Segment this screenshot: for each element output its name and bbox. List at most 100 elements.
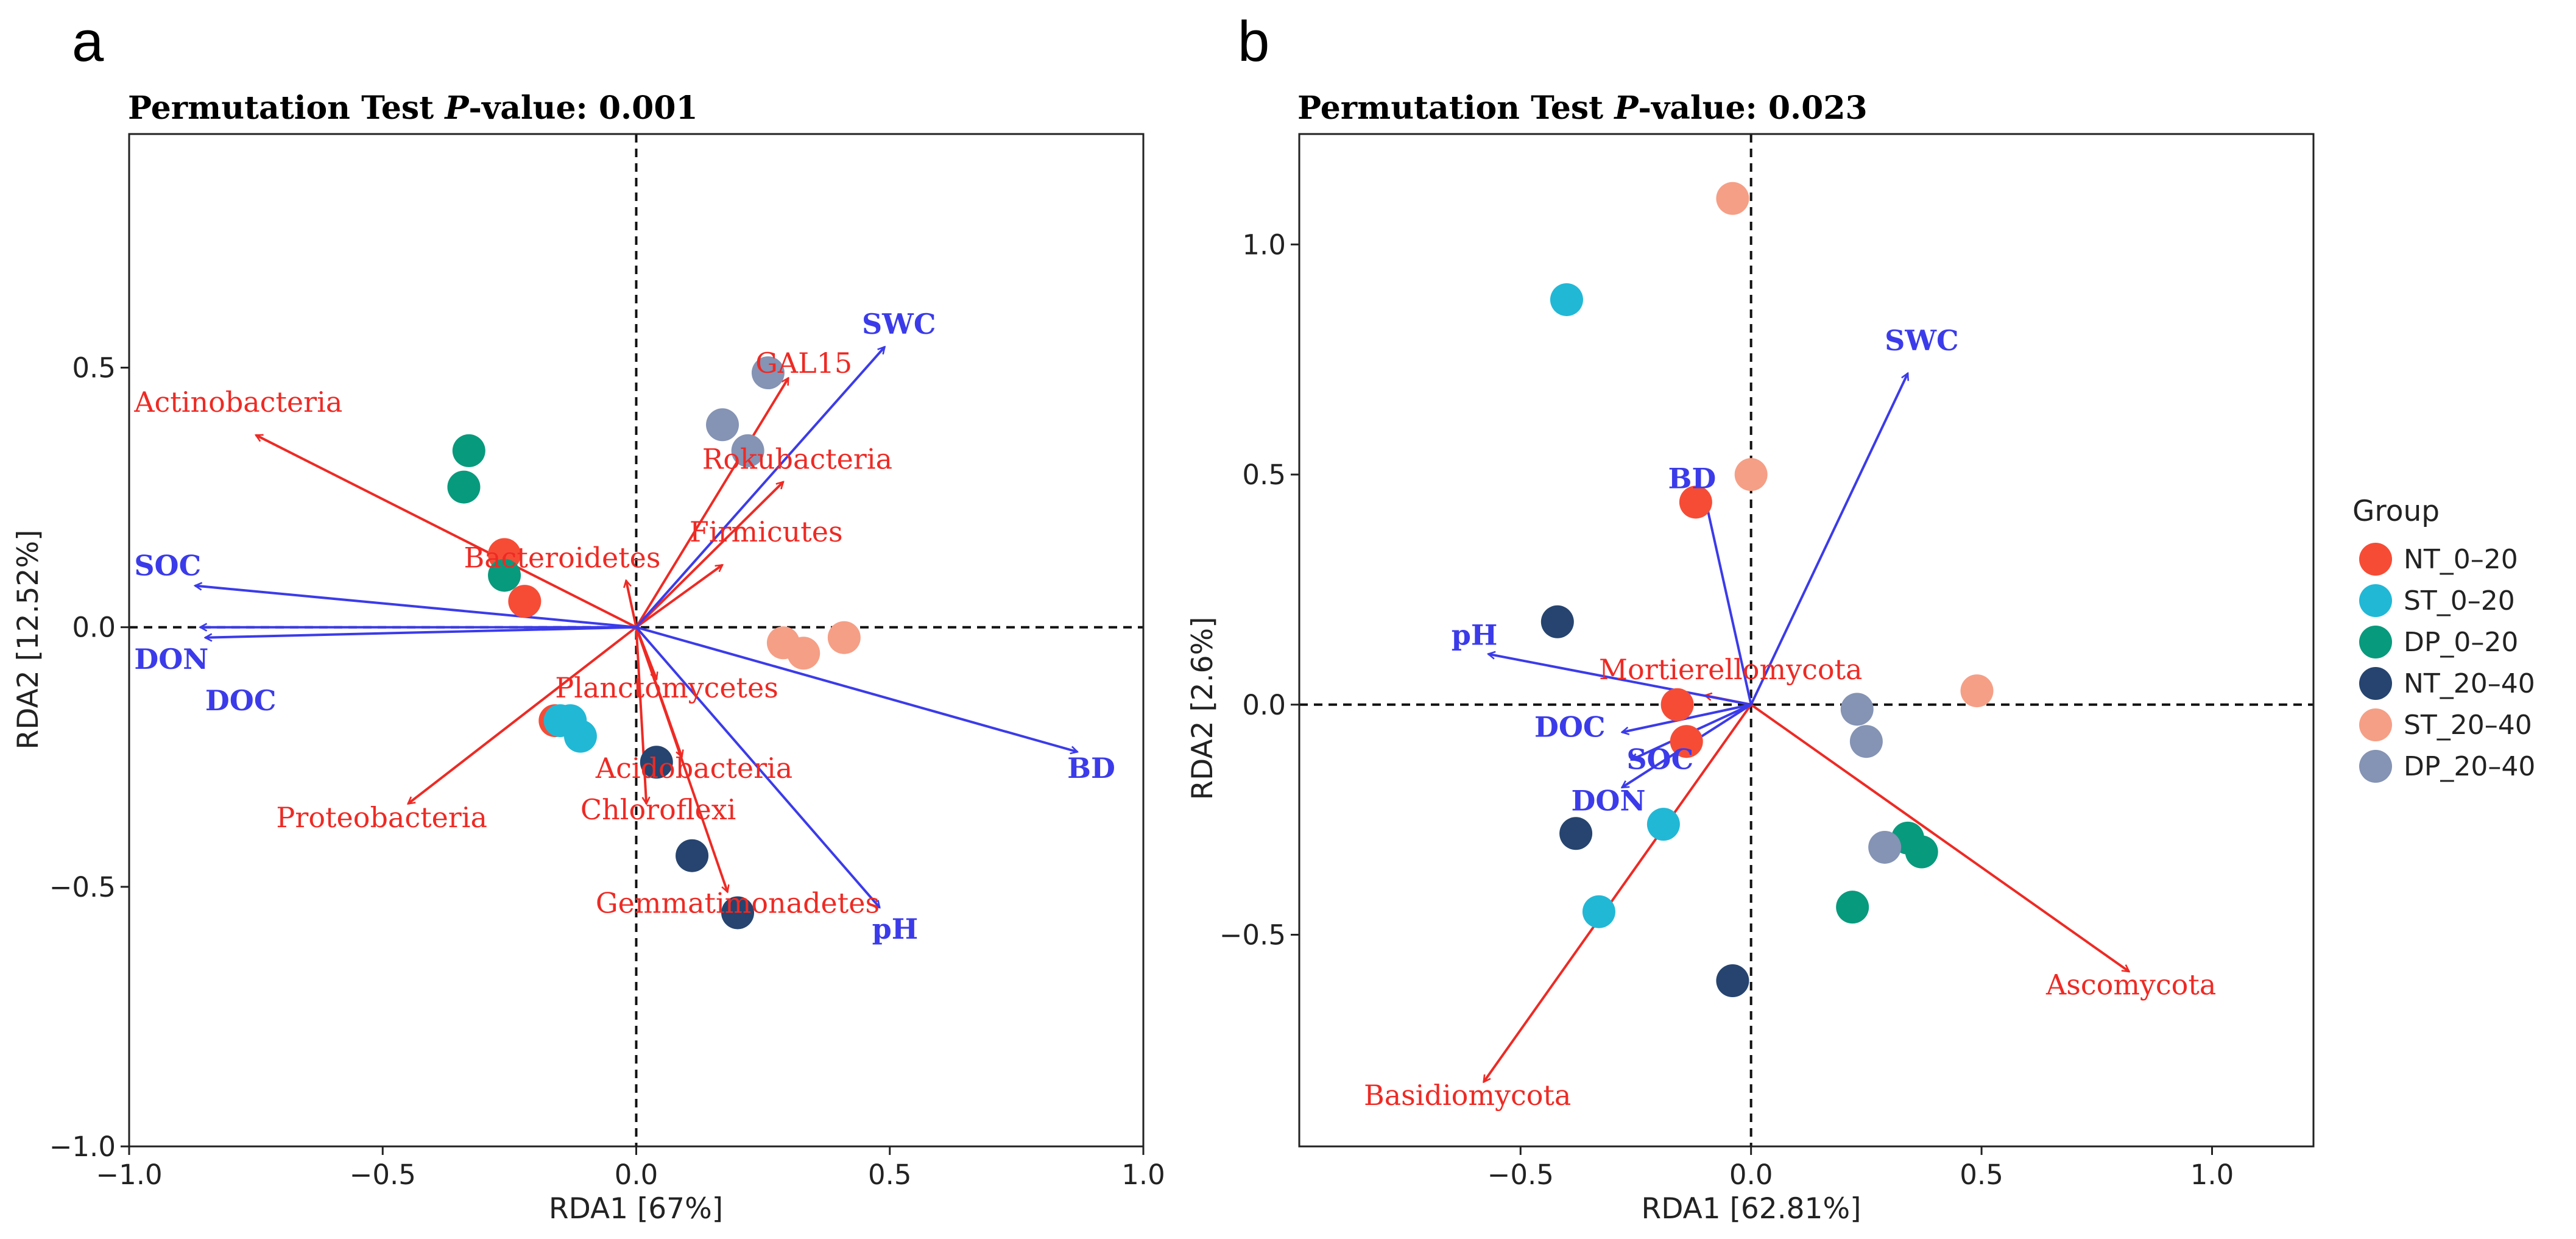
env-label: DOC bbox=[1534, 711, 1606, 744]
species-label: Rokubacteria bbox=[702, 443, 892, 476]
env-label: SOC bbox=[1626, 743, 1693, 776]
legend-title: Group bbox=[2352, 495, 2440, 528]
species-label: GAL15 bbox=[755, 347, 852, 379]
y-tick-label: 0.5 bbox=[72, 352, 116, 384]
plot-frame bbox=[128, 133, 1145, 1148]
y-tick-label: −0.5 bbox=[49, 871, 116, 903]
species-label: Firmicutes bbox=[690, 515, 843, 548]
sample-point bbox=[1540, 605, 1574, 638]
sample-point bbox=[1582, 895, 1615, 928]
legend-label: DP_20–40 bbox=[2404, 751, 2535, 782]
species-label: Basidiomycota bbox=[1364, 1079, 1571, 1112]
species-arrow bbox=[256, 434, 637, 629]
sample-point bbox=[676, 839, 709, 872]
sample-point bbox=[447, 470, 481, 504]
sample-point bbox=[1960, 674, 1994, 708]
sample-point bbox=[1840, 693, 1874, 726]
sample-point bbox=[640, 746, 673, 779]
env-label: SWC bbox=[1885, 324, 1959, 357]
env-arrow bbox=[635, 626, 1078, 752]
legend-label: NT_20–40 bbox=[2404, 668, 2535, 699]
species-arrow bbox=[1483, 704, 1752, 1082]
legend-marker bbox=[2359, 667, 2392, 700]
legend-label: NT_0–20 bbox=[2404, 544, 2518, 575]
species-arrow bbox=[635, 482, 783, 629]
sample-point bbox=[488, 559, 521, 592]
x-tick-label: 0.0 bbox=[615, 1159, 658, 1191]
x-tick-label: 0.0 bbox=[1729, 1159, 1773, 1191]
y-axis-label: RDA2 [2.6%] bbox=[1186, 616, 1219, 800]
sample-point bbox=[1716, 964, 1749, 998]
species-label: Proteobacteria bbox=[276, 801, 487, 834]
env-label: pH bbox=[1452, 619, 1498, 652]
species-arrow bbox=[635, 563, 723, 629]
species-label: Actinobacteria bbox=[133, 386, 342, 418]
env-label: DON bbox=[134, 643, 208, 676]
sample-point bbox=[1905, 835, 1938, 869]
species-label: Mortierellomycota bbox=[1599, 653, 1863, 686]
env-arrow bbox=[635, 626, 880, 908]
x-tick-label: 1.0 bbox=[2190, 1159, 2234, 1191]
sample-point bbox=[1646, 808, 1680, 841]
sample-point bbox=[1660, 688, 1694, 721]
legend-label: ST_20–40 bbox=[2404, 710, 2532, 741]
sample-point bbox=[721, 896, 754, 930]
sample-point bbox=[452, 434, 485, 467]
legend-label: ST_0–20 bbox=[2404, 585, 2515, 616]
env-label: DON bbox=[1572, 785, 1646, 817]
env-label: SOC bbox=[134, 549, 201, 582]
species-label: Planctomycetes bbox=[555, 671, 778, 704]
x-tick-label: 0.5 bbox=[1960, 1159, 2003, 1191]
sample-point bbox=[1868, 830, 1902, 864]
sample-point bbox=[1550, 283, 1583, 316]
panel-title: Permutation Test P-value: 0.001 bbox=[128, 90, 698, 127]
x-tick-label: 0.5 bbox=[868, 1159, 912, 1191]
panel-letter: a bbox=[72, 9, 104, 73]
plot-frame bbox=[1298, 133, 2315, 1148]
sample-point bbox=[1679, 485, 1712, 519]
species-arrow bbox=[635, 627, 647, 804]
species-arrow bbox=[626, 581, 638, 628]
env-arrow bbox=[1622, 703, 1752, 732]
panel-title: Permutation Test P-value: 0.023 bbox=[1297, 90, 1868, 127]
env-label: DOC bbox=[205, 684, 277, 717]
legend-marker bbox=[2359, 750, 2392, 783]
env-label: BD bbox=[1668, 462, 1716, 495]
species-arrow bbox=[635, 378, 789, 628]
sample-point bbox=[1734, 458, 1768, 492]
sample-point bbox=[787, 637, 820, 670]
sample-point bbox=[1836, 891, 1869, 924]
legend-marker bbox=[2359, 708, 2392, 741]
species-label: Gemmatimonadetes bbox=[596, 886, 880, 919]
species-arrow bbox=[635, 627, 728, 892]
y-tick-label: −0.5 bbox=[1219, 919, 1286, 951]
species-label: Bacteroidetes bbox=[464, 542, 660, 574]
env-arrow bbox=[635, 347, 885, 629]
env-arrow bbox=[205, 626, 637, 638]
x-tick-label: −0.5 bbox=[1487, 1159, 1554, 1191]
x-axis-label: RDA1 [62.81%] bbox=[1642, 1192, 1861, 1226]
x-tick-label: 1.0 bbox=[1121, 1159, 1165, 1191]
species-label: Ascomycota bbox=[2045, 969, 2216, 1001]
y-tick-label: 0.0 bbox=[72, 612, 116, 644]
x-tick-label: −0.5 bbox=[350, 1159, 416, 1191]
legend-marker bbox=[2359, 626, 2392, 658]
env-label: BD bbox=[1067, 752, 1115, 785]
env-arrow bbox=[1749, 373, 1908, 705]
x-axis-label: RDA1 [67%] bbox=[549, 1192, 723, 1226]
species-label: Chloroflexi bbox=[580, 793, 736, 826]
y-tick-label: 0.0 bbox=[1242, 689, 1286, 721]
sample-point bbox=[508, 585, 542, 618]
panel-a: a Permutation Test P-value: 0.001 RDA1 [… bbox=[12, 9, 1165, 1226]
sample-point bbox=[1559, 817, 1593, 850]
sample-point bbox=[1716, 182, 1749, 215]
sample-point bbox=[751, 356, 785, 390]
species-arrow bbox=[408, 626, 637, 804]
legend: Group NT_0–20 ST_0–20 DP_0–20 NT_20–40 ST_20… bbox=[2352, 495, 2535, 783]
panel-letter: b bbox=[1238, 9, 1269, 73]
plot-area: −1.0 −0.5 0.0 0.5 1.0 −1.0 −0.5 0.0 0.5 Actinobac… bbox=[49, 133, 1165, 1191]
env-arrow bbox=[1488, 654, 1752, 706]
legend-marker bbox=[2359, 584, 2392, 617]
sample-point bbox=[563, 719, 597, 753]
